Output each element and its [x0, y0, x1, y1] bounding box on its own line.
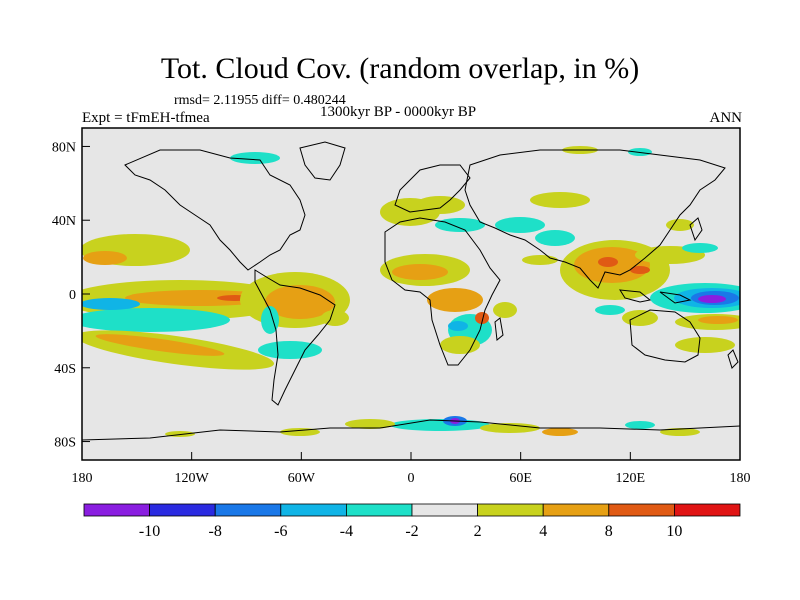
period-text: 1300kyr BP - 0000kyr BP: [320, 104, 477, 120]
anomaly-patch: [666, 219, 694, 231]
anomaly-patch: [630, 266, 650, 274]
north-america-coast: [124, 149, 306, 271]
anomaly-patch: [82, 298, 140, 310]
anomaly-patch: [598, 257, 618, 267]
colorbar-label: -6: [274, 523, 287, 540]
anomaly-patch: [265, 285, 335, 319]
anomaly-patch: [83, 251, 127, 265]
indonesia-coast: [659, 291, 692, 304]
anomaly-patch: [258, 341, 322, 359]
colorbar-label: -8: [209, 523, 222, 540]
colorbar-swatch: [83, 503, 150, 517]
anomaly-patch: [480, 423, 540, 433]
anomaly-patch: [475, 312, 489, 324]
anomaly-patch: [95, 334, 225, 356]
anomaly-patch: [675, 337, 735, 353]
colorbar-label: 2: [474, 523, 482, 540]
asia-coast: [464, 149, 726, 289]
lat-label: 80S: [54, 436, 76, 451]
coastlines: [82, 141, 740, 441]
colorbar-label: 8: [605, 523, 613, 540]
madagascar-coast: [494, 317, 504, 341]
anomaly-patch: [698, 295, 726, 303]
lon-label: 180: [730, 471, 751, 486]
antarctica-coast: [82, 419, 740, 441]
colorbar-swatch: [345, 503, 413, 517]
experiment-text: Expt = tFmEH-tfmea: [82, 110, 210, 126]
europe-coast: [394, 164, 471, 213]
anomaly-patch: [415, 196, 465, 214]
australia-coast: [629, 309, 701, 363]
colorbar-swatch: [674, 503, 741, 517]
anomaly-patch: [435, 218, 485, 232]
lat-label: 80N: [52, 140, 76, 155]
new-zealand-coast: [727, 349, 739, 369]
anomaly-patch: [530, 192, 590, 208]
lon-label: 0: [408, 471, 415, 486]
anomaly-patch: [261, 306, 279, 334]
anomaly-patch: [595, 305, 625, 315]
colorbar-swatch: [149, 503, 216, 517]
lat-label: 40N: [52, 214, 76, 229]
anomaly-patch: [448, 321, 468, 331]
japan-coast: [689, 217, 703, 242]
colorbar-label: -2: [405, 523, 418, 540]
colorbar-swatch: [280, 503, 347, 517]
colorbar-label: 4: [539, 523, 547, 540]
lon-label: 60W: [288, 471, 316, 486]
anomaly-patch: [321, 310, 349, 326]
latitude-axis: 80N 40N 0 40S 80S: [52, 140, 90, 451]
south-america-coast: [254, 269, 336, 406]
anomaly-patch: [82, 308, 230, 332]
anomaly-patch: [495, 217, 545, 233]
lon-label: 120E: [616, 471, 646, 486]
greenland-coast: [299, 141, 346, 181]
anomaly-patch: [535, 230, 575, 246]
anomaly-patch: [392, 264, 448, 280]
anomaly-patch: [125, 290, 275, 306]
indonesia-coast: [619, 289, 652, 303]
longitude-axis: 180 120W 60W 0 60E 120E 180: [72, 452, 751, 486]
colorbar-label: -4: [340, 523, 353, 540]
lon-label: 60E: [509, 471, 532, 486]
colorbar-swatch: [214, 503, 282, 517]
lon-label: 120W: [175, 471, 210, 486]
lat-label: 0: [69, 288, 76, 303]
anomaly-patch: [698, 316, 738, 324]
anomaly-patch: [427, 288, 483, 312]
anomaly-patch: [522, 255, 558, 265]
africa-coast: [384, 217, 501, 366]
lon-label: 180: [72, 471, 93, 486]
anomaly-field: [82, 146, 740, 437]
anomaly-patch: [345, 419, 395, 429]
season-text: ANN: [709, 110, 743, 126]
colorbar-label: 10: [666, 523, 682, 540]
colorbar-swatch: [477, 503, 544, 517]
map-title: Tot. Cloud Cov. (random overlap, in %): [160, 52, 640, 85]
anomaly-patch: [625, 421, 655, 429]
stats-text: rmsd= 2.11955 diff= 0.480244: [174, 93, 346, 108]
colorbar-swatch: [608, 503, 675, 517]
anomaly-patch: [622, 310, 658, 326]
anomaly-patch: [493, 302, 517, 318]
anomaly-patch: [542, 428, 578, 436]
anomaly-patch: [230, 152, 280, 164]
anomaly-patch: [440, 336, 480, 354]
colorbar-swatch: [411, 503, 478, 517]
colorbar-label: -10: [139, 523, 160, 540]
anomaly-patch: [682, 243, 718, 253]
colorbar: -10 -8 -6 -4 -2 2 4 8 10: [83, 503, 741, 540]
lat-label: 40S: [54, 362, 76, 377]
colorbar-swatch: [542, 503, 610, 517]
